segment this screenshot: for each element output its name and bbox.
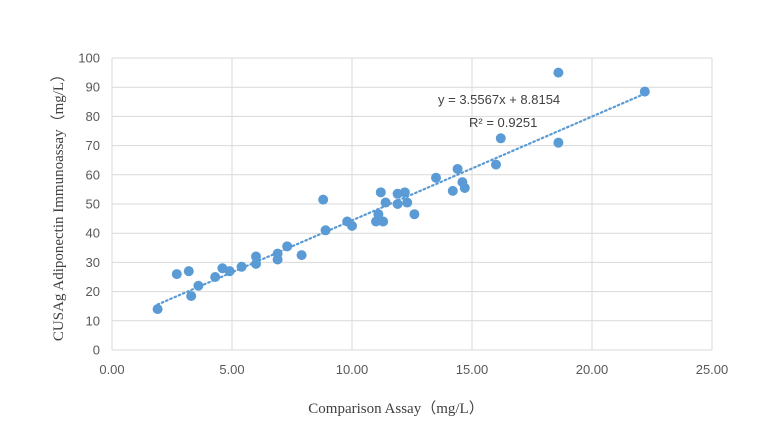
data-point xyxy=(553,67,564,78)
y-tick-label: 20 xyxy=(86,284,100,299)
y-tick-label: 70 xyxy=(86,138,100,153)
data-point xyxy=(639,86,650,97)
data-point xyxy=(347,220,357,231)
x-axis-title: Comparison Assay（mg/L） xyxy=(308,400,483,417)
data-point xyxy=(409,209,420,220)
y-axis-title: CUSAg Adiponectin Immunoassay（mg/L） xyxy=(50,67,67,341)
x-tick-label: 25.00 xyxy=(696,362,729,377)
data-point xyxy=(375,187,386,198)
x-tick-label: 0.00 xyxy=(99,362,124,377)
x-tick-label: 10.00 xyxy=(336,362,369,377)
data-point xyxy=(152,304,163,315)
y-tick-label: 80 xyxy=(86,109,100,124)
data-point xyxy=(431,172,441,183)
y-tick-label: 50 xyxy=(86,197,100,212)
data-point xyxy=(491,159,501,170)
data-point xyxy=(402,197,413,208)
data-point xyxy=(447,185,458,196)
data-point xyxy=(210,272,221,282)
data-point xyxy=(224,266,235,277)
data-point xyxy=(392,199,403,209)
data-point xyxy=(171,269,182,280)
data-point xyxy=(380,197,391,208)
data-point xyxy=(186,290,197,301)
data-point xyxy=(282,241,293,252)
y-tick-label: 0 xyxy=(93,343,100,358)
data-points xyxy=(152,67,650,315)
y-tick-labels: 0 10 20 30 40 50 60 70 80 90 100 xyxy=(78,51,100,358)
x-tick-label: 20.00 xyxy=(576,362,609,377)
data-point xyxy=(553,137,564,148)
data-point xyxy=(495,133,506,144)
y-tick-label: 60 xyxy=(86,167,100,182)
data-point xyxy=(193,280,204,291)
x-tick-label: 5.00 xyxy=(219,362,244,377)
x-tick-label: 15.00 xyxy=(456,362,489,377)
y-tick-label: 100 xyxy=(78,51,100,66)
y-tick-label: 90 xyxy=(86,80,100,95)
data-point xyxy=(236,261,247,272)
data-point xyxy=(183,266,194,277)
data-point xyxy=(378,216,389,227)
data-point xyxy=(459,182,470,193)
data-point xyxy=(251,251,261,262)
data-point xyxy=(251,258,261,269)
gridlines xyxy=(111,57,713,351)
data-point xyxy=(399,187,410,198)
y-tick-label: 10 xyxy=(86,313,100,328)
data-point xyxy=(318,194,329,205)
x-tick-labels: 0.00 5.00 10.00 15.00 20.00 25.00 xyxy=(99,362,728,377)
data-point xyxy=(452,163,463,174)
y-tick-label: 40 xyxy=(86,226,100,241)
y-tick-label: 30 xyxy=(86,255,100,270)
trendline-equation: y = 3.5567x + 8.8154 xyxy=(438,92,560,107)
data-point xyxy=(296,250,307,261)
r-squared-label: R² = 0.9251 xyxy=(469,115,537,130)
data-point xyxy=(373,209,384,220)
data-point xyxy=(272,254,283,265)
data-point xyxy=(320,225,331,236)
